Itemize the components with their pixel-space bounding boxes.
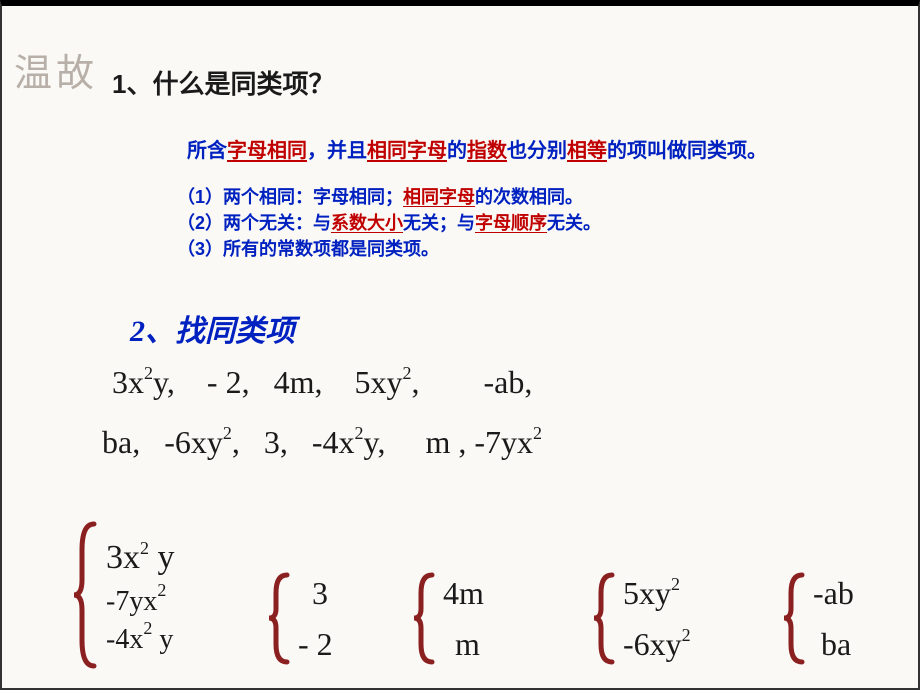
term: y, [364,424,386,460]
item: 5xy2 [623,568,691,619]
item: 4m [443,568,484,619]
term: -6xy [164,424,223,460]
term: 3x [112,364,144,400]
brace-icon [592,571,617,666]
item: m [443,619,484,670]
group-items: -ab ba [813,568,854,670]
item: -4x2 y [106,621,175,659]
note-text: （1）两个相同：字母相同； [177,187,403,207]
exp: 2 [144,363,153,383]
group-3: 4m m [412,568,484,670]
note-key: 字母顺序 [475,213,547,233]
item: -7yx2 [106,583,175,621]
term: , [232,424,240,460]
note-key: 相同字母 [403,187,475,207]
group-items: 4m m [443,568,484,670]
item: ba [813,619,854,670]
term: , [411,364,419,400]
note-text: 无关；与 [403,213,475,233]
item: 3x2 y [106,532,175,583]
note-text: （2）两个无关：与 [177,213,331,233]
group-items: 3 - 2 [298,568,333,670]
note-2: （2）两个无关：与系数大小无关；与字母顺序无关。 [177,210,601,236]
note-1: （1）两个相同：字母相同；相同字母的次数相同。 [177,184,601,210]
terms-row-2: ba, -6xy2, 3, -4x2y, m , -7yx2 [102,424,542,461]
item: - 2 [298,619,333,670]
brace-icon [782,571,807,666]
def-text: ，并且 [307,140,367,162]
brace-icon [412,571,437,666]
term: 3, [264,424,288,460]
term: ba, [102,424,140,460]
note-text: 无关。 [547,213,601,233]
corner-title: 温故 [14,42,98,97]
def-key2: 相同字母 [367,140,447,162]
exp: 2 [402,363,411,383]
question-2: 2、找同类项 [130,306,295,350]
definition: 所含字母相同，并且相同字母的指数也分别相等的项叫做同类项。 [187,134,767,163]
group-2: 3 - 2 [267,568,333,670]
exp: 2 [355,423,364,443]
term: 5xy [354,364,402,400]
term: - 2, [207,364,250,400]
term: y, [153,364,175,400]
term: -ab, [483,364,532,400]
brace-icon [72,520,100,670]
group-items: 5xy2 -6xy2 [623,568,691,670]
def-key4: 相等 [567,140,607,162]
term: -7yx [474,424,533,460]
exp: 2 [223,423,232,443]
brace-icon [267,571,292,666]
item: -ab [813,568,854,619]
note-text: 的次数相同。 [475,187,583,207]
term: -4x [312,424,355,460]
def-key3: 指数 [467,140,507,162]
answer-groups: 3x2 y -7yx2 -4x2 y 3 - 2 4m m 5xy2 -6xy2 [72,500,898,670]
group-5: -ab ba [782,568,854,670]
def-text: 的 [447,140,467,162]
exp: 2 [533,423,542,443]
def-text: 的项叫做同类项。 [607,140,767,162]
def-text: 也分别 [507,140,567,162]
note-key: 系数大小 [331,213,403,233]
group-1: 3x2 y -7yx2 -4x2 y [72,520,175,670]
def-key1: 字母相同 [227,140,307,162]
item: 3 [298,568,333,619]
question-1: 1、什么是同类项？ [112,64,334,101]
term: m , [425,424,466,460]
term: 4m, [274,364,323,400]
group-items: 3x2 y -7yx2 -4x2 y [106,532,175,659]
def-text: 所含 [187,140,227,162]
note-3: （3）所有的常数项都是同类项。 [177,236,601,262]
terms-row-1: 3x2y, - 2, 4m, 5xy2, -ab, [112,364,532,401]
item: -6xy2 [623,619,691,670]
group-4: 5xy2 -6xy2 [592,568,691,670]
notes: （1）两个相同：字母相同；相同字母的次数相同。 （2）两个无关：与系数大小无关；… [177,184,601,262]
